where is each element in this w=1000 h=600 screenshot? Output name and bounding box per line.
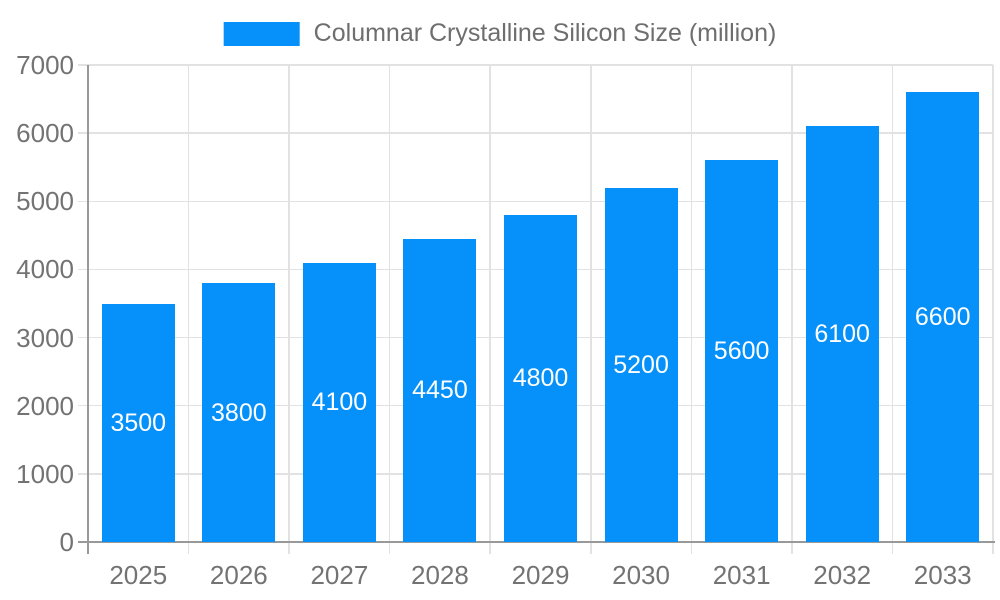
x-axis-tick xyxy=(590,542,592,554)
bar xyxy=(906,92,980,542)
y-axis-tick xyxy=(78,473,88,475)
x-axis-tick xyxy=(388,542,391,554)
gridline-vertical xyxy=(690,65,693,542)
y-axis-tick-label: 2000 xyxy=(16,390,74,421)
y-axis-tick-label: 6000 xyxy=(16,118,74,149)
legend-series-label: Columnar Crystalline Silicon Size (milli… xyxy=(313,19,777,47)
gridline-horizontal xyxy=(88,132,993,134)
x-axis-tick xyxy=(288,542,290,554)
y-axis-tick-label: 1000 xyxy=(16,458,74,489)
x-axis-tick-label: 2028 xyxy=(411,560,469,590)
x-axis-tick-label: 2033 xyxy=(913,560,972,590)
x-axis-tick xyxy=(489,542,491,554)
gridline-vertical xyxy=(489,65,491,542)
gridline-horizontal xyxy=(88,200,993,203)
y-axis-tick-label: 5000 xyxy=(16,186,74,217)
bar xyxy=(504,214,577,542)
bar-value-label: 4800 xyxy=(512,364,569,393)
legend-swatch xyxy=(223,21,300,46)
y-axis-tick-label: 7000 xyxy=(16,50,74,80)
gridline-vertical xyxy=(992,65,994,542)
y-axis-tick xyxy=(78,64,88,66)
bar-value-label: 4450 xyxy=(412,376,468,405)
bar xyxy=(302,262,376,542)
y-axis-tick xyxy=(78,404,88,407)
bar xyxy=(604,187,678,542)
gridline-horizontal xyxy=(88,64,993,66)
y-axis-tick-label: 3000 xyxy=(16,322,74,353)
y-axis-tick xyxy=(78,132,88,134)
gridline-vertical xyxy=(891,65,894,542)
y-axis-tick xyxy=(78,200,88,203)
x-axis-tick xyxy=(891,542,894,554)
x-axis-tick-label: 2025 xyxy=(109,560,168,590)
bar xyxy=(705,160,779,542)
bar-value-label: 6100 xyxy=(814,320,870,349)
bar xyxy=(403,238,477,542)
x-axis-tick-label: 2032 xyxy=(813,560,872,590)
x-axis-line xyxy=(78,541,995,543)
y-axis-tick-label: 0 xyxy=(59,527,74,557)
x-axis-tick-label: 2026 xyxy=(209,560,268,590)
x-axis-tick-label: 2027 xyxy=(310,560,369,590)
gridline-vertical xyxy=(791,65,793,542)
y-axis-line xyxy=(87,65,89,554)
y-axis-tick xyxy=(78,268,88,271)
bar xyxy=(805,126,879,542)
x-axis-tick xyxy=(791,542,793,554)
gridline-vertical xyxy=(590,65,592,542)
chart-legend-item[interactable]: Columnar Crystalline Silicon Size (milli… xyxy=(223,19,777,48)
bar-value-label: 5600 xyxy=(713,337,770,366)
x-axis-tick-label: 2029 xyxy=(511,560,570,590)
x-axis-tick xyxy=(690,542,693,554)
x-axis-tick xyxy=(992,542,994,554)
x-axis-tick-label: 2031 xyxy=(712,560,771,590)
x-axis-tick xyxy=(187,542,190,554)
bar xyxy=(202,283,276,542)
gridline-vertical xyxy=(388,65,391,542)
bar-value-label: 5200 xyxy=(613,350,669,379)
bar-value-label: 3500 xyxy=(110,408,167,437)
x-axis-tick-label: 2030 xyxy=(612,560,670,590)
bar-value-label: 3800 xyxy=(211,398,267,427)
y-axis-tick xyxy=(78,336,88,339)
bar xyxy=(101,303,175,542)
bar-value-label: 6600 xyxy=(914,303,971,332)
gridline-vertical xyxy=(187,65,190,542)
y-axis-tick-label: 4000 xyxy=(16,254,74,285)
bar-value-label: 4100 xyxy=(311,388,368,417)
gridline-vertical xyxy=(288,65,290,542)
